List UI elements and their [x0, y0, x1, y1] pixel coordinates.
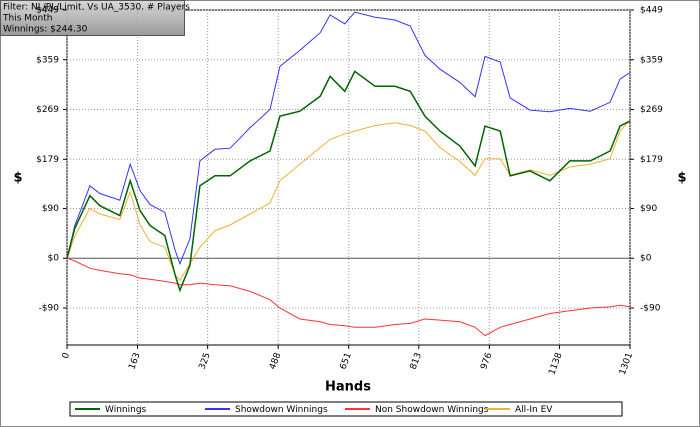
y-tick-label: -$90	[39, 303, 60, 313]
y-axis-label: $	[13, 171, 22, 186]
y-tick-label-right: $179	[640, 155, 663, 165]
series-line	[66, 11, 631, 266]
y-tick-label-right: $359	[640, 55, 663, 65]
x-axis-label: Hands	[325, 380, 371, 395]
filter-box	[0, 0, 185, 36]
series-line	[66, 70, 631, 293]
filter-text: Winnings: $244.30	[3, 25, 88, 35]
y-tick-label-right: $90	[640, 204, 657, 214]
y-tick-label-right: $269	[640, 105, 663, 115]
y-tick-label-right: -$90	[640, 303, 661, 313]
legend-label: Non Showdown Winnings	[375, 405, 489, 415]
y-axis-label-right: $	[677, 171, 686, 186]
series-line	[66, 119, 631, 282]
legend-label: All-In EV	[515, 405, 553, 415]
y-tick-label: $359	[36, 55, 59, 65]
y-tick-label: $269	[36, 105, 59, 115]
x-tick-label: 0	[61, 351, 72, 360]
legend-label: Winnings	[105, 405, 147, 415]
filter-text: Filter: NL/PL/Limit, Vs UA_3530, # Playe…	[3, 3, 190, 13]
y-tick-label: $90	[42, 204, 59, 214]
series-line	[66, 257, 631, 337]
y-tick-label: $0	[48, 254, 60, 264]
y-tick-label-right: $449	[640, 6, 663, 16]
y-tick-label: $179	[36, 155, 59, 165]
y-tick-label: $449	[36, 6, 59, 16]
filter-text: This Month	[2, 14, 52, 24]
legend-label: Showdown Winnings	[235, 405, 328, 415]
y-tick-label-right: $0	[640, 254, 652, 264]
